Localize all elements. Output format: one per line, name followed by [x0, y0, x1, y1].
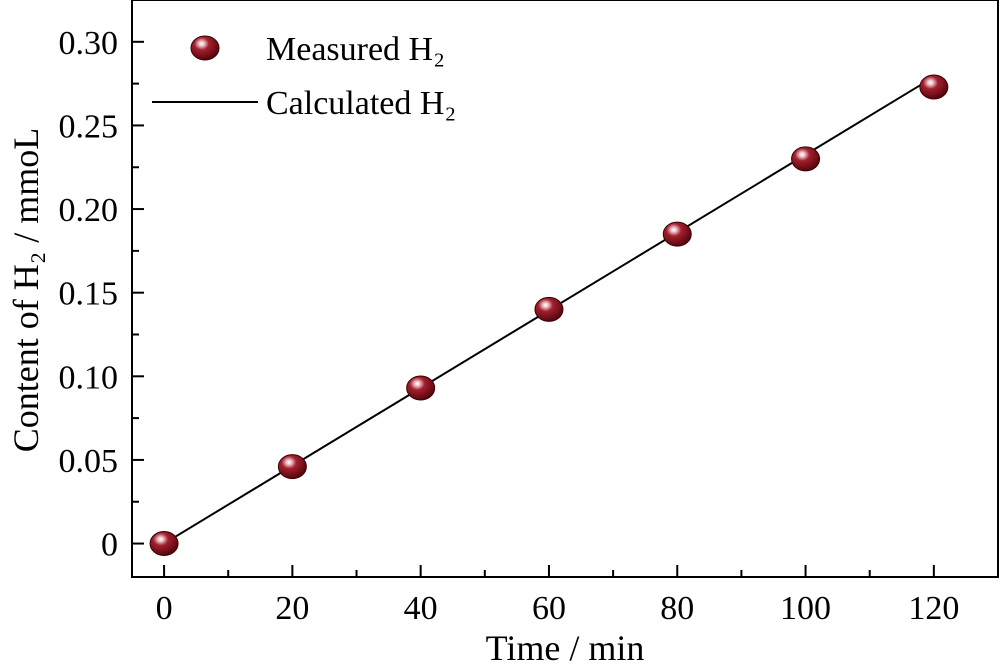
measured-h2-point	[534, 296, 564, 322]
y-tick-label: 0.05	[59, 443, 119, 480]
measured-h2-point	[662, 221, 692, 247]
axis-ticks: 0 20 40 60 80 100 120 0 0.05 0.10 0.15 0.20 0.25 0.30	[59, 25, 960, 627]
x-tick-label: 20	[275, 590, 309, 627]
x-tick-label: 40	[404, 590, 438, 627]
legend-marker-measured	[190, 35, 220, 61]
measured-h2-point	[149, 531, 179, 557]
y-tick-label: 0.15	[59, 276, 119, 313]
y-tick-label: 0.10	[59, 359, 119, 396]
x-tick-label: 0	[156, 590, 173, 627]
measured-points-layer	[149, 74, 949, 557]
measured-h2-point	[277, 454, 307, 480]
x-tick-label: 120	[908, 590, 959, 627]
y-tick-label: 0.30	[59, 25, 119, 62]
x-tick-label: 80	[660, 590, 694, 627]
legend-label-measured: Measured H₂	[266, 31, 445, 68]
y-tick-label: 0.20	[59, 192, 119, 229]
y-tick-label: 0.25	[59, 108, 119, 145]
x-tick-label: 60	[532, 590, 566, 627]
x-tick-label: 100	[780, 590, 831, 627]
y-tick-label: 0	[101, 527, 118, 564]
legend-label-calculated: Calculated H₂	[266, 85, 456, 122]
y-axis-title: Content of H₂ / mmoL	[6, 128, 46, 453]
measured-h2-point	[791, 146, 821, 172]
measured-h2-point	[406, 375, 436, 401]
plot-area	[131, 0, 999, 578]
legend: Measured H₂ Calculated H₂	[152, 31, 456, 122]
x-axis-title: Time / min	[486, 628, 645, 664]
measured-h2-point	[919, 74, 949, 100]
